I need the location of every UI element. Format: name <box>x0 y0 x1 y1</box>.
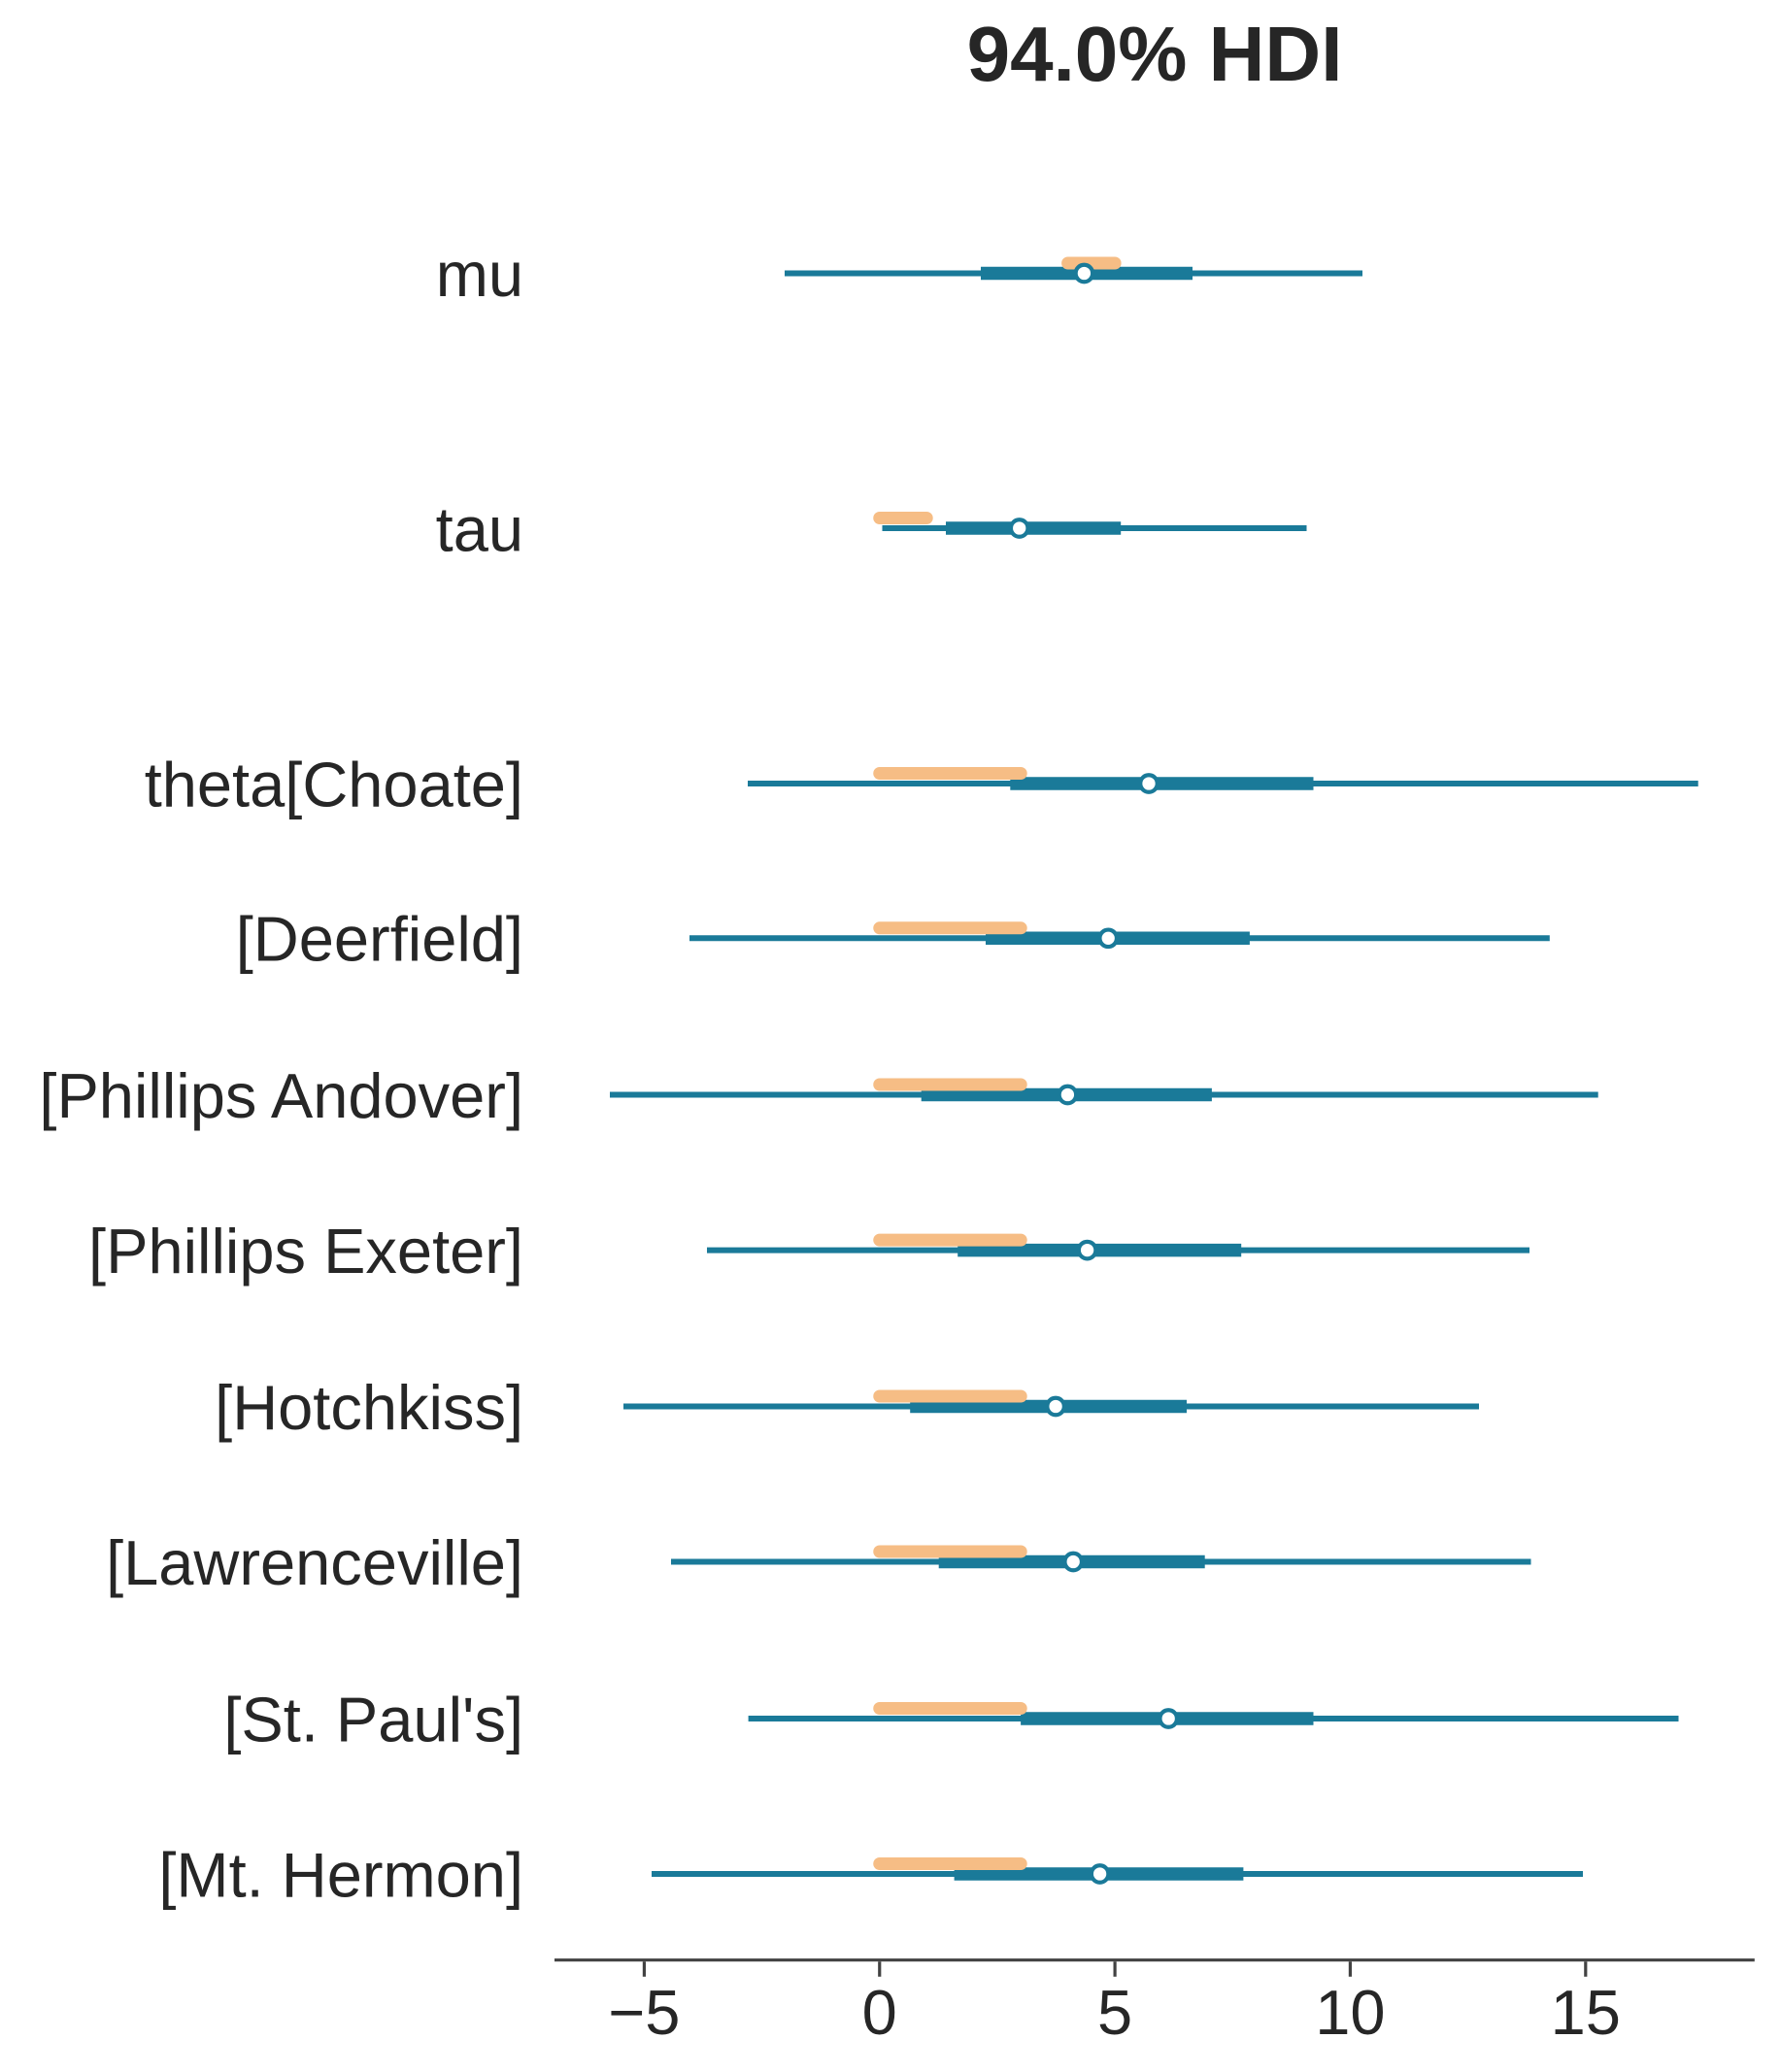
svg-text:10: 10 <box>1315 1977 1385 2048</box>
svg-text:[Lawrenceville]: [Lawrenceville] <box>106 1527 523 1598</box>
svg-text:[Phillips Exeter]: [Phillips Exeter] <box>88 1216 523 1287</box>
svg-text:5: 5 <box>1097 1977 1132 2048</box>
svg-text:mu: mu <box>436 239 523 310</box>
svg-text:tau: tau <box>436 493 523 564</box>
svg-text:15: 15 <box>1551 1977 1621 2048</box>
svg-text:0: 0 <box>862 1977 897 2048</box>
svg-text:theta[Choate]: theta[Choate] <box>145 749 523 819</box>
svg-text:[Hotchkiss]: [Hotchkiss] <box>215 1372 523 1443</box>
svg-text:[St. Paul's]: [St. Paul's] <box>223 1684 523 1755</box>
svg-text:[Deerfield]: [Deerfield] <box>236 904 523 975</box>
svg-text:94.0% HDI: 94.0% HDI <box>967 11 1343 97</box>
svg-text:−5: −5 <box>608 1977 680 2048</box>
svg-text:[Phillips Andover]: [Phillips Andover] <box>39 1060 523 1131</box>
svg-text:[Mt. Hermon]: [Mt. Hermon] <box>158 1839 523 1910</box>
